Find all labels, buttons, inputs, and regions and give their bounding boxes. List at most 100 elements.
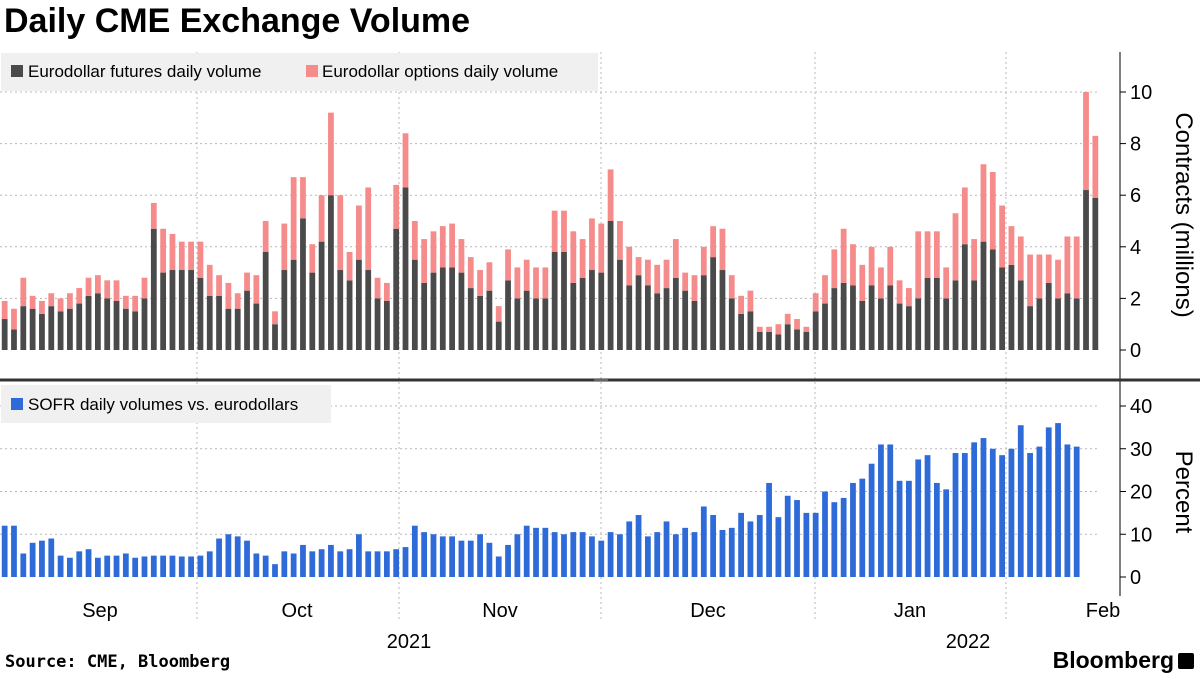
sofr-bar [85, 549, 92, 577]
futures-bar [94, 293, 101, 350]
futures-bar [700, 275, 707, 350]
top-y-tick-label: 2 [1130, 288, 1141, 310]
sofr-bar [644, 536, 651, 577]
options-bar [1036, 254, 1043, 299]
sofr-bar [29, 542, 36, 577]
options-bar [467, 257, 474, 289]
futures-bar [29, 308, 36, 350]
options-bar [999, 205, 1006, 268]
futures-bar [775, 334, 782, 350]
top-panel-bars [1, 92, 1099, 350]
futures-bar [598, 272, 605, 350]
top-y-axis-title: Contracts (millions) [1170, 112, 1197, 317]
sofr-bar [383, 551, 390, 577]
options-bar [831, 249, 838, 289]
options-bar [486, 262, 493, 291]
sofr-bar [924, 455, 931, 577]
options-bar [784, 313, 791, 325]
sofr-bar [76, 551, 83, 577]
sofr-bar [309, 551, 316, 577]
futures-bar [607, 221, 614, 350]
options-bar [309, 244, 316, 273]
chart-title: Daily CME Exchange Volume [4, 2, 471, 40]
options-bar [20, 277, 27, 307]
sofr-bar [850, 482, 856, 577]
legend-label-options: Eurodollar options daily volume [322, 62, 558, 81]
sofr-bar [654, 532, 661, 577]
options-bar [216, 275, 222, 296]
sofr-bar [719, 529, 726, 577]
futures-bar [234, 308, 241, 350]
futures-bar [710, 257, 717, 350]
options-bar [840, 228, 847, 283]
futures-bar [766, 331, 772, 350]
sofr-bar [784, 495, 791, 577]
options-bar [113, 280, 120, 301]
sofr-bar [579, 532, 586, 577]
sofr-bar [411, 525, 418, 577]
options-bar [794, 319, 800, 330]
futures-bar [281, 270, 288, 350]
sofr-bar [178, 556, 185, 577]
options-bar [48, 293, 55, 307]
options-bar [1, 300, 8, 320]
options-bar [39, 300, 45, 314]
futures-bar [868, 285, 875, 350]
options-bar [691, 275, 698, 301]
futures-bar [728, 298, 735, 350]
bottom-legend-background [1, 385, 331, 423]
options-bar [803, 326, 810, 332]
sofr-bar [1045, 427, 1052, 577]
sofr-bar [672, 534, 679, 577]
sofr-bar [803, 512, 810, 577]
sofr-bar [104, 555, 111, 577]
futures-bar [533, 298, 539, 350]
sofr-bar [253, 553, 260, 577]
options-bar [141, 277, 148, 299]
options-bar [430, 231, 437, 273]
sofr-bar [542, 527, 549, 577]
options-bar [971, 239, 978, 281]
x-year-label: 2021 [387, 631, 432, 653]
sofr-bar [551, 532, 558, 577]
sofr-bar [1073, 446, 1080, 577]
futures-bar [346, 280, 353, 350]
futures-bar [225, 308, 232, 350]
options-bar [477, 270, 483, 296]
sofr-bar [598, 540, 605, 577]
options-bar [346, 251, 353, 281]
options-bar [617, 221, 623, 260]
options-bar [458, 239, 465, 273]
sofr-bar [197, 555, 204, 577]
sofr-bar [262, 555, 269, 577]
options-bar [980, 164, 987, 242]
futures-bar [514, 298, 521, 350]
options-bar [822, 275, 828, 304]
options-bar [1064, 236, 1071, 294]
sofr-bar [896, 480, 903, 577]
futures-bar [878, 298, 884, 350]
options-bar [365, 187, 372, 271]
sofr-bar [439, 536, 446, 577]
futures-bar [1064, 293, 1071, 350]
futures-bar [160, 272, 167, 350]
futures-bar [747, 311, 754, 350]
options-bar [878, 267, 884, 299]
sofr-bar [374, 551, 381, 577]
futures-bar [812, 311, 819, 350]
x-month-label: Jan [894, 600, 926, 622]
futures-bar [915, 298, 922, 350]
options-bar [523, 259, 530, 291]
sofr-bar [989, 448, 996, 577]
sofr-bar [290, 553, 297, 577]
futures-bar [980, 241, 987, 350]
options-bar [700, 246, 707, 276]
sofr-bar [272, 564, 278, 577]
options-bar [812, 293, 819, 312]
x-month-label: Sep [82, 600, 118, 622]
futures-bar [449, 267, 456, 350]
futures-bar [887, 285, 894, 350]
options-bar [449, 223, 456, 268]
options-bar [598, 223, 605, 273]
futures-bar [1036, 298, 1043, 350]
